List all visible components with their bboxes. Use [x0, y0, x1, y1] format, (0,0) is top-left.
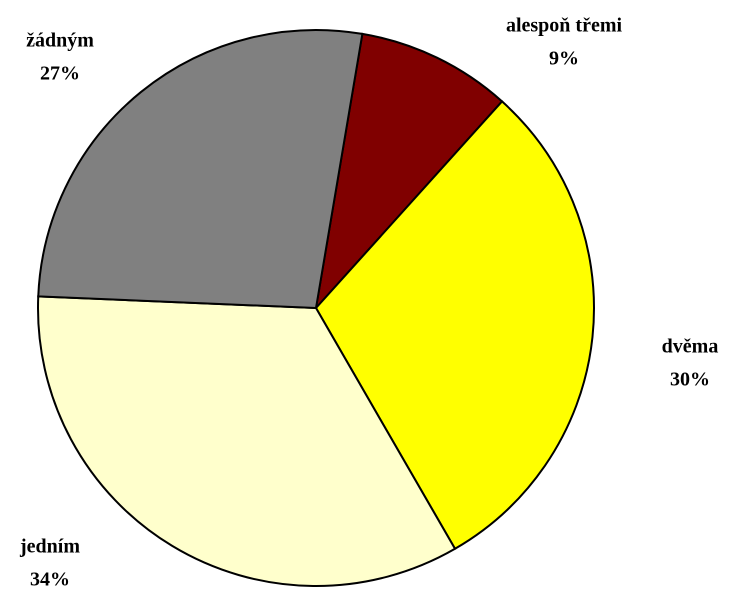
slice-label: dvěma	[662, 336, 719, 358]
slice-label: jedním	[19, 536, 80, 558]
slice-label: alespoň třemi	[506, 15, 623, 37]
slice-value-label: 34%	[30, 569, 70, 589]
pie-slice	[37, 295, 457, 587]
slice-label: žádným	[26, 30, 94, 52]
pie-slice	[314, 99, 595, 551]
slice-value-label: 30%	[670, 369, 710, 391]
pie-slice	[314, 32, 504, 312]
slice-value-label: 27%	[40, 63, 80, 85]
slice-value-label: 9%	[549, 48, 579, 70]
pie-slice	[37, 29, 364, 310]
